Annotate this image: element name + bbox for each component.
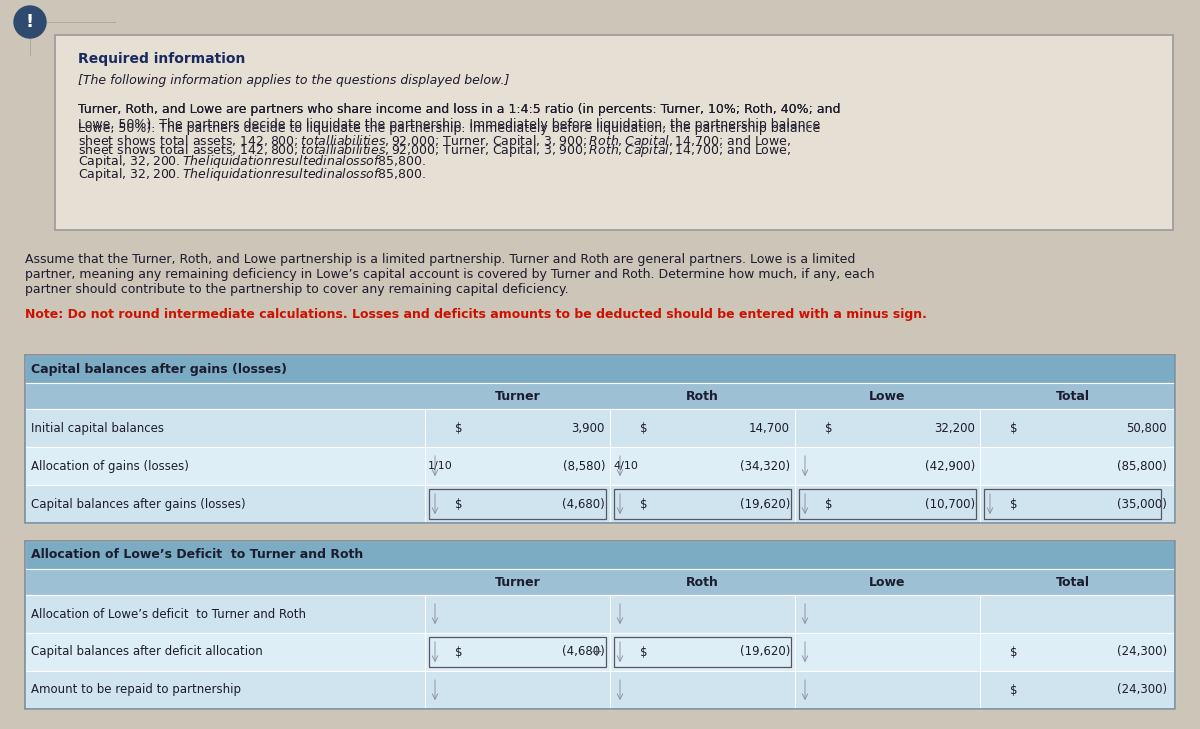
Text: Required information: Required information: [78, 52, 245, 66]
Text: (42,900): (42,900): [925, 459, 974, 472]
Text: Allocation of Lowe’s Deficit  to Turner and Roth: Allocation of Lowe’s Deficit to Turner a…: [31, 548, 364, 561]
Text: Roth: Roth: [686, 575, 719, 588]
Text: Lowe: Lowe: [869, 389, 906, 402]
Bar: [25, 447, 1175, 485]
Text: Capital balances after deficit allocation: Capital balances after deficit allocatio…: [31, 645, 263, 658]
Text: (4,680): (4,680): [563, 645, 605, 658]
Text: (24,300): (24,300): [1117, 684, 1166, 696]
Text: Total: Total: [1056, 575, 1090, 588]
Bar: [25, 383, 1175, 409]
Text: !: !: [26, 13, 34, 31]
Text: Roth: Roth: [686, 389, 719, 402]
Bar: [614, 489, 791, 519]
Text: Turner: Turner: [494, 389, 540, 402]
Text: $: $: [455, 645, 462, 658]
Text: 1/10: 1/10: [428, 461, 452, 471]
Text: Allocation of Lowe’s deficit  to Turner and Roth: Allocation of Lowe’s deficit to Turner a…: [31, 607, 306, 620]
Text: (85,800): (85,800): [1117, 459, 1166, 472]
Text: Turner, Roth, and Lowe are partners who share income and loss in a 1:4:5 ratio (: Turner, Roth, and Lowe are partners who …: [78, 103, 840, 170]
Bar: [430, 489, 606, 519]
Text: $: $: [826, 421, 833, 434]
Bar: [55, 35, 1174, 230]
Bar: [25, 595, 1175, 633]
Text: $: $: [1010, 497, 1018, 510]
Text: $: $: [455, 497, 462, 510]
Text: (19,620): (19,620): [739, 645, 790, 658]
Text: (8,580): (8,580): [563, 459, 605, 472]
Text: Capital balances after gains (losses): Capital balances after gains (losses): [31, 362, 287, 375]
Bar: [25, 633, 1175, 671]
Text: +: +: [590, 645, 602, 659]
Text: $: $: [455, 421, 462, 434]
Text: (34,320): (34,320): [740, 459, 790, 472]
Bar: [25, 671, 1175, 709]
Text: [The following information applies to the questions displayed below.]: [The following information applies to th…: [78, 74, 509, 87]
Text: $: $: [1010, 421, 1018, 434]
Bar: [25, 355, 1175, 383]
Text: $: $: [1010, 684, 1018, 696]
Text: (24,300): (24,300): [1117, 645, 1166, 658]
Text: Total: Total: [1056, 389, 1090, 402]
Text: (10,700): (10,700): [925, 497, 974, 510]
Text: (19,620): (19,620): [739, 497, 790, 510]
Text: 14,700: 14,700: [749, 421, 790, 434]
Text: Note: Do not round intermediate calculations. Losses and deficits amounts to be : Note: Do not round intermediate calculat…: [25, 308, 926, 321]
Bar: [799, 489, 976, 519]
Text: $: $: [640, 497, 648, 510]
Text: Turner: Turner: [494, 575, 540, 588]
Text: 50,800: 50,800: [1127, 421, 1166, 434]
Text: (35,000): (35,000): [1117, 497, 1166, 510]
Text: $: $: [640, 645, 648, 658]
Text: Lowe: Lowe: [869, 575, 906, 588]
Bar: [25, 409, 1175, 447]
Bar: [984, 489, 1162, 519]
Bar: [25, 485, 1175, 523]
Text: Turner, Roth, and Lowe are partners who share income and loss in a 1:4:5 ratio (: Turner, Roth, and Lowe are partners who …: [78, 103, 840, 184]
Bar: [25, 541, 1175, 569]
Circle shape: [14, 6, 46, 38]
Text: 3,900: 3,900: [571, 421, 605, 434]
Text: $: $: [640, 421, 648, 434]
Text: Initial capital balances: Initial capital balances: [31, 421, 164, 434]
Bar: [430, 637, 606, 667]
Bar: [25, 569, 1175, 595]
Text: 32,200: 32,200: [934, 421, 974, 434]
Text: $: $: [1010, 645, 1018, 658]
Bar: [25, 355, 1175, 523]
Text: $: $: [826, 497, 833, 510]
Text: Allocation of gains (losses): Allocation of gains (losses): [31, 459, 188, 472]
Bar: [614, 637, 791, 667]
Text: Amount to be repaid to partnership: Amount to be repaid to partnership: [31, 684, 241, 696]
Text: (4,680): (4,680): [563, 497, 605, 510]
Text: 4/10: 4/10: [613, 461, 638, 471]
Text: Assume that the Turner, Roth, and Lowe partnership is a limited partnership. Tur: Assume that the Turner, Roth, and Lowe p…: [25, 253, 875, 296]
Text: Capital balances after gains (losses): Capital balances after gains (losses): [31, 497, 246, 510]
Bar: [25, 541, 1175, 709]
